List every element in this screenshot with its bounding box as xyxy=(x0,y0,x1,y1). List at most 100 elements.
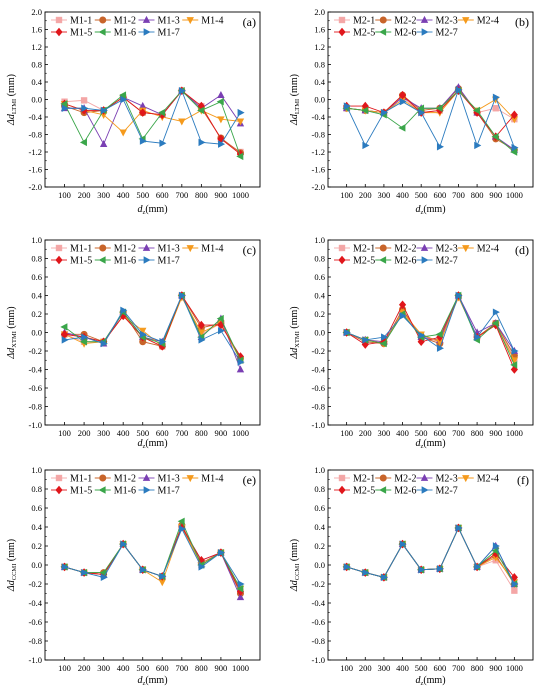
data-point xyxy=(237,358,245,366)
x-tick-label: 300 xyxy=(378,190,391,200)
legend-entry: M1-1 xyxy=(70,244,92,255)
y-tick-label: -0.6 xyxy=(312,383,325,393)
data-point xyxy=(510,148,518,156)
series-M1-7 xyxy=(61,291,245,366)
x-tick-label: 800 xyxy=(471,190,484,200)
y-tick-label: 0.0 xyxy=(314,560,325,570)
data-point xyxy=(237,108,245,117)
data-point xyxy=(178,87,186,95)
legend-swatch-marker xyxy=(379,244,387,252)
series-line xyxy=(64,294,241,361)
x-tick-label: 600 xyxy=(433,428,446,438)
x-tick-label: 300 xyxy=(97,428,110,438)
data-point xyxy=(236,593,245,601)
legend-entry: M1-7 xyxy=(158,256,180,267)
data-point xyxy=(361,106,369,115)
series-M2-6 xyxy=(342,524,518,588)
data-point xyxy=(120,540,128,548)
legend-swatch-marker xyxy=(462,245,470,253)
y-axis-label: ΔdXTMI (mm) xyxy=(6,306,18,359)
series-line xyxy=(346,294,515,356)
data-point xyxy=(381,573,389,582)
data-point xyxy=(418,331,426,339)
series-line xyxy=(64,294,241,370)
y-tick-label: 0.4 xyxy=(31,77,42,87)
chart-panel-f: -1.0 -0.8 -0.6 -0.4 -0.2 0.0 0.2 0.4 0.6 0.8 1.0 10… xyxy=(289,465,534,687)
legend: M2-1 M2-2 M2-3 M2-4 M2-5 M2-6 M2-7 xyxy=(334,244,499,267)
y-tick-label: -1.6 xyxy=(29,165,42,175)
y-tick-label: -0.6 xyxy=(29,383,42,393)
legend-swatch-marker xyxy=(143,28,151,36)
legend-entry: M2-2 xyxy=(394,244,416,255)
data-point xyxy=(474,141,482,150)
x-tick-label: 600 xyxy=(156,190,169,200)
y-tick-label: 1.0 xyxy=(314,235,325,245)
legend-entry: M1-3 xyxy=(158,16,180,27)
data-point xyxy=(216,97,224,106)
y-tick-label: 0.4 xyxy=(31,522,42,532)
x-tick-label: 700 xyxy=(175,663,188,673)
series-line xyxy=(346,294,515,370)
data-point xyxy=(381,333,389,341)
series-line xyxy=(64,294,241,361)
data-point xyxy=(216,314,224,323)
data-point xyxy=(158,108,166,117)
data-point xyxy=(217,90,225,98)
legend: M1-1 M1-2 M1-3 M1-4 M1-5 M1-6 M1-7 xyxy=(51,474,223,497)
legend-entry: M1-6 xyxy=(114,256,136,267)
panel-label: (b) xyxy=(515,15,529,29)
data-point xyxy=(362,568,370,577)
series-M1-3 xyxy=(60,291,245,373)
y-tick-label: 0.2 xyxy=(314,309,325,319)
data-point xyxy=(492,542,500,550)
y-tick-label: -0.4 xyxy=(312,598,326,608)
legend-entry: M2-7 xyxy=(436,486,458,497)
data-point xyxy=(197,106,205,115)
y-tick-label: 2.0 xyxy=(314,7,325,17)
y-tick-label: 1.0 xyxy=(31,235,42,245)
y-tick-label: 0.2 xyxy=(31,541,42,551)
data-point xyxy=(198,563,206,571)
data-point xyxy=(60,100,68,108)
data-point xyxy=(510,361,518,369)
series-line xyxy=(346,86,515,151)
legend-swatch-marker xyxy=(142,473,151,481)
legend-swatch-marker xyxy=(338,16,346,24)
x-tick-label: 1000 xyxy=(506,190,523,200)
series-M1-2 xyxy=(61,291,244,362)
legend-entry: M1-7 xyxy=(158,28,180,39)
data-point xyxy=(61,336,69,344)
y-tick-label: -0.4 xyxy=(29,112,43,122)
legend-swatch-marker xyxy=(420,473,429,481)
data-point xyxy=(81,104,89,112)
x-tick-label: 100 xyxy=(58,663,71,673)
series-line xyxy=(64,527,241,585)
series-M1-6 xyxy=(60,291,244,364)
legend-swatch-marker xyxy=(142,15,151,23)
legend-swatch-marker xyxy=(338,485,346,495)
x-tick-label: 800 xyxy=(471,428,484,438)
data-point xyxy=(399,540,407,548)
y-axis-label: ΔdLTMI (mm) xyxy=(6,74,18,126)
series-line xyxy=(346,294,515,366)
x-tick-label: 200 xyxy=(78,663,91,673)
y-axis-label: ΔdCCMI (mm) xyxy=(6,539,18,592)
x-tick-label: 500 xyxy=(415,428,428,438)
panel-label: (f) xyxy=(517,473,529,487)
y-tick-label: -1.0 xyxy=(29,655,42,665)
legend-swatch-marker xyxy=(98,28,106,36)
legend: M2-1 M2-2 M2-3 M2-4 M2-5 M2-6 M2-7 xyxy=(334,16,499,39)
data-point xyxy=(218,140,226,148)
x-axis-label: dz(mm) xyxy=(415,204,445,216)
x-tick-label: 600 xyxy=(156,428,169,438)
data-point xyxy=(139,566,147,574)
chart-panel-b: -2.0 -1.6 -1.2 -0.8 -0.4 0.0 0.4 0.8 1.2 1.6 2.0 10… xyxy=(289,7,534,216)
y-tick-label: 1.2 xyxy=(31,42,42,52)
legend-swatch-marker xyxy=(379,486,387,494)
legend-entry: M2-4 xyxy=(477,474,499,485)
series-line xyxy=(64,89,241,145)
x-tick-label: 900 xyxy=(215,428,228,438)
x-tick-label: 900 xyxy=(489,428,502,438)
y-tick-label: -1.2 xyxy=(312,147,325,157)
series-line xyxy=(346,294,515,352)
